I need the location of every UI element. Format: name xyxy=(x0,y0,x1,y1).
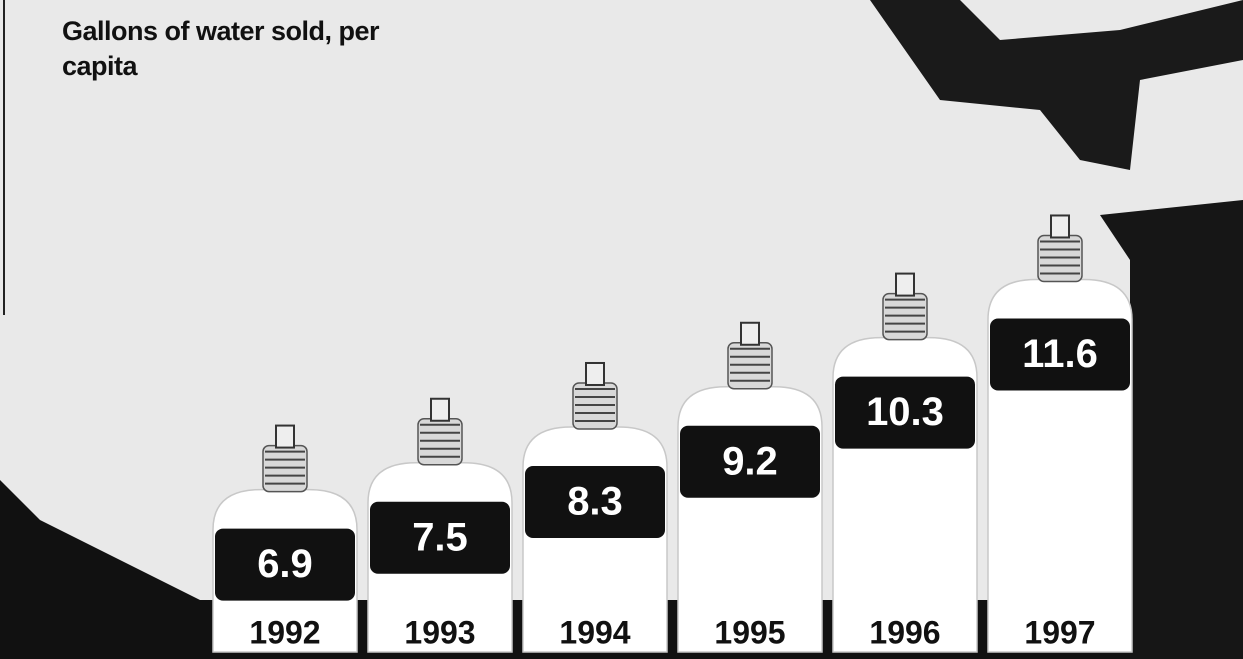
value-label: 10.3 xyxy=(866,390,944,434)
value-label: 8.3 xyxy=(567,480,623,524)
x-tick-label: 1996 xyxy=(869,614,940,650)
cap-top xyxy=(431,399,449,421)
cap-top xyxy=(1051,215,1069,237)
page: {"chart_data": {"type": "bottle-bar", "t… xyxy=(0,0,1243,659)
x-tick-label: 1997 xyxy=(1024,614,1095,650)
x-tick-label: 1995 xyxy=(714,614,785,650)
value-label: 7.5 xyxy=(412,515,468,559)
x-tick-label: 1993 xyxy=(404,614,475,650)
chart: 6.9 1992 7.5 1993 8.3 1994 9.2 1995 10.3 1996 11.6… xyxy=(0,0,1243,659)
chart-title: Gallons of water sold, per capita xyxy=(62,14,422,84)
value-label: 9.2 xyxy=(722,439,778,483)
x-tick-label: 1994 xyxy=(559,614,630,650)
value-label: 11.6 xyxy=(1022,332,1098,376)
cap-top xyxy=(741,323,759,345)
cap-top xyxy=(586,363,604,385)
cap-top xyxy=(896,274,914,296)
value-label: 6.9 xyxy=(257,542,313,586)
x-tick-label: 1992 xyxy=(249,614,320,650)
cap-top xyxy=(276,426,294,448)
